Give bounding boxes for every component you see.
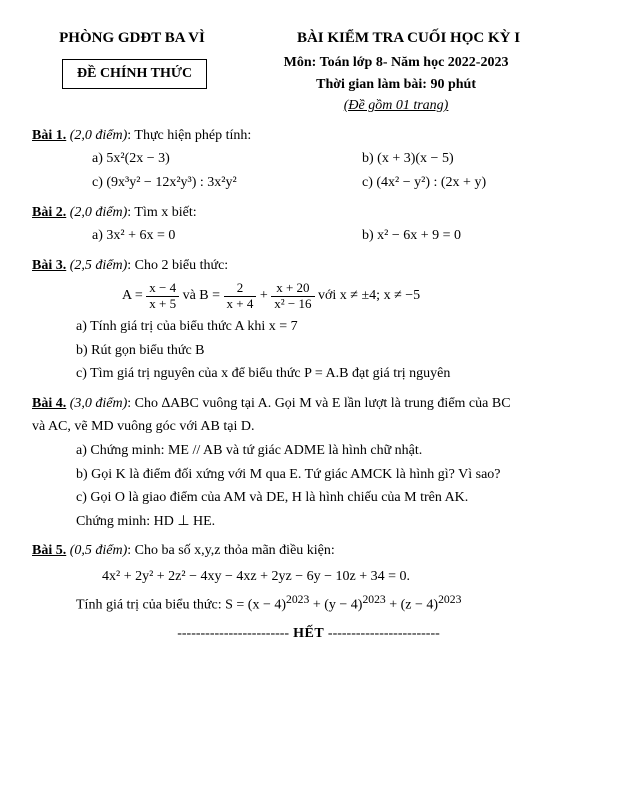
bai4-c2: Chứng minh: HD ⊥ HE. [76, 512, 585, 532]
bai5-S-lead: Tính giá trị của biểu thức: S = (x − 4) [76, 598, 286, 613]
sub-header-row: ĐỀ CHÍNH THỨC Môn: Toán lớp 8- Năm học 2… [32, 53, 585, 116]
bai1-items: a) 5x²(2x − 3) b) (x + 3)(x − 5) c) (9x³… [92, 149, 585, 192]
bai2-items: a) 3x² + 6x = 0 b) x² − 6x + 9 = 0 [92, 226, 585, 246]
bai3-B2-frac: x + 20 x² − 16 [271, 281, 314, 311]
bai2-title: Bài 2. [32, 205, 66, 220]
bai3-a: a) Tính giá trị của biểu thức A khi x = … [76, 317, 585, 337]
bai1-c: c) (9x³y² − 12x²y³) : 3x²y² [92, 173, 362, 193]
exam-title: BÀI KIỂM TRA CUỐI HỌC KỲ I [232, 28, 585, 49]
time-line: Thời gian làm bài: 90 phút [207, 75, 585, 95]
bai3-cond: với x ≠ ±4; x ≠ −5 [318, 288, 420, 303]
bai2-points-text: (2,0 điểm) [70, 205, 128, 220]
bai1-points-text: (2,0 điểm) [70, 128, 128, 143]
bai5-exp3: 2023 [438, 593, 461, 606]
bai3-b: b) Rút gọn biểu thức B [76, 341, 585, 361]
bai3-expression: A = x − 4 x + 5 và B = 2 x + 4 + x + 20 … [122, 281, 585, 311]
bai3-c: c) Tìm giá trị nguyên của x để biểu thức… [76, 364, 585, 384]
bai3-points: (2,5 điểm) [70, 258, 128, 273]
bai3-B2-num: x + 20 [271, 281, 314, 296]
bai5-eq: 4x² + 2y² + 2z² − 4xy − 4xz + 2yz − 6y −… [102, 567, 585, 587]
bai4-title: Bài 4. [32, 396, 66, 411]
bai4-prompt2: và AC, vẽ MD vuông góc với AB tại D. [32, 417, 585, 437]
exam-info: Môn: Toán lớp 8- Năm học 2022-2023 Thời … [207, 53, 585, 116]
bai1-heading: Bài 1. (2,0 điểm): Thực hiện phép tính: [32, 126, 585, 146]
bai2-b: b) x² − 6x + 9 = 0 [362, 226, 585, 246]
bai1-title: Bài 1. [32, 128, 66, 143]
bai3-A-den: x + 5 [146, 297, 179, 311]
bai5-exp2: 2023 [362, 593, 385, 606]
bai3-B2-den: x² − 16 [271, 297, 314, 311]
bai5-title: Bài 5. [32, 543, 66, 558]
pages-line: (Đề gồm 01 trang) [207, 96, 585, 116]
bai3-plus: + [260, 288, 271, 303]
bai3-A-lead: A = [122, 288, 146, 303]
bai2-prompt: : Tìm x biết: [127, 205, 196, 220]
bai2-points: (2,0 điểm) [70, 205, 128, 220]
bai4-points: (3,0 điểm) [70, 396, 128, 411]
bai3-points-text: (2,5 điểm) [70, 258, 128, 273]
bai1-a: a) 5x²(2x − 3) [92, 149, 362, 169]
header-row: PHÒNG GDĐT BA VÌ BÀI KIỂM TRA CUỐI HỌC K… [32, 28, 585, 49]
bai5-S-mid2: + (z − 4) [386, 598, 438, 613]
bai1-points: (2,0 điểm) [70, 128, 128, 143]
bai5-heading: Bài 5. (0,5 điểm): Cho ba số x,y,z thỏa … [32, 541, 585, 561]
bai3-title: Bài 3. [32, 258, 66, 273]
bai3-B1-frac: 2 x + 4 [224, 281, 257, 311]
bai4-heading: Bài 4. (3,0 điểm): Cho ∆ABC vuông tại A.… [32, 394, 585, 414]
footer-het: ------------------------ HẾT -----------… [32, 624, 585, 644]
bai3-heading: Bài 3. (2,5 điểm): Cho 2 biểu thức: [32, 256, 585, 276]
bai3-A-num: x − 4 [146, 281, 179, 296]
bai1-b: b) (x + 3)(x − 5) [362, 149, 585, 169]
bai3-B1-den: x + 4 [224, 297, 257, 311]
bai5-points: (0,5 điểm) [70, 543, 128, 558]
bai5-exp1: 2023 [286, 593, 309, 606]
dashes-right: ------------------------ [328, 626, 440, 641]
bai4-c: c) Gọi O là giao điểm của AM và DE, H là… [76, 488, 585, 508]
het-text: HẾT [289, 626, 328, 641]
bai3-and: và B = [183, 288, 224, 303]
bai2-a: a) 3x² + 6x = 0 [92, 226, 362, 246]
bai4-prompt1: : Cho ∆ABC vuông tại A. Gọi M và E lần l… [127, 396, 510, 411]
bai4-b: b) Gọi K là điểm đối xứng với M qua E. T… [76, 465, 585, 485]
bai3-prompt: : Cho 2 biểu thức: [127, 258, 228, 273]
bai4-a: a) Chứng minh: ME // AB và tứ giác ADME … [76, 441, 585, 461]
bai4-points-text: (3,0 điểm) [70, 396, 128, 411]
bai5-prompt: : Cho ba số x,y,z thỏa mãn điều kiện: [127, 543, 335, 558]
bai1-d: c) (4x² − y²) : (2x + y) [362, 173, 585, 193]
bai2-heading: Bài 2. (2,0 điểm): Tìm x biết: [32, 203, 585, 223]
official-box: ĐỀ CHÍNH THỨC [62, 59, 207, 89]
dept-name: PHÒNG GDĐT BA VÌ [32, 28, 232, 49]
bai1-prompt: : Thực hiện phép tính: [127, 128, 251, 143]
bai5-S-mid1: + (y − 4) [309, 598, 362, 613]
bai3-A-frac: x − 4 x + 5 [146, 281, 179, 311]
subject-line: Môn: Toán lớp 8- Năm học 2022-2023 [207, 53, 585, 73]
bai3-B1-num: 2 [224, 281, 257, 296]
bai5-S: Tính giá trị của biểu thức: S = (x − 4)2… [76, 592, 585, 615]
dashes-left: ------------------------ [177, 626, 289, 641]
bai5-points-text: (0,5 điểm) [70, 543, 128, 558]
official-box-wrap: ĐỀ CHÍNH THỨC [32, 53, 207, 89]
